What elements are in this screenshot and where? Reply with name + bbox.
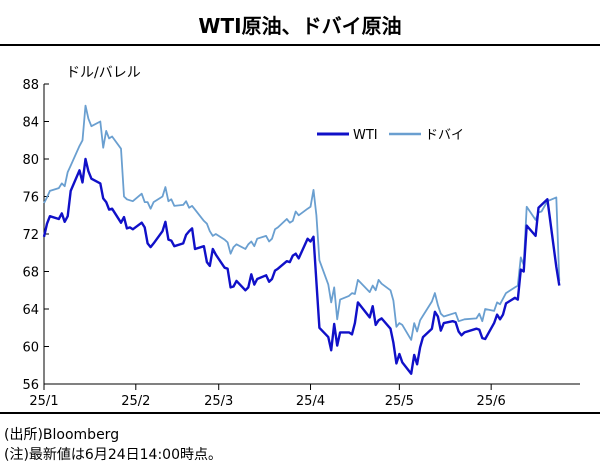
y-tick-label: 56 bbox=[22, 378, 39, 393]
y-tick-label: 64 bbox=[22, 303, 39, 318]
y-tick-label: 80 bbox=[22, 153, 39, 168]
x-tick-label: 25/1 bbox=[29, 394, 58, 409]
wti-line bbox=[42, 157, 561, 375]
chart-axes: 56 60 64 68 72 76 80 84 88 25/1 25/2 25/3 25/4 25/5 25… bbox=[22, 78, 580, 409]
footer-rule bbox=[0, 412, 600, 414]
chart-title: WTI原油、ドバイ原油 bbox=[198, 14, 402, 38]
title-rule bbox=[0, 44, 600, 46]
source-note: (出所)Bloomberg bbox=[4, 427, 120, 443]
x-tick-label: 25/4 bbox=[296, 394, 325, 409]
y-tick-label: 72 bbox=[22, 228, 39, 243]
y-tick-label: 68 bbox=[22, 266, 39, 281]
x-tick-label: 25/6 bbox=[477, 394, 506, 409]
y-tick-label: 76 bbox=[22, 191, 39, 206]
dubai-line bbox=[43, 104, 561, 341]
y-axis-label: ドル/バレル bbox=[66, 65, 141, 81]
footnote: (注)最新値は6月24日14:00時点。 bbox=[4, 447, 222, 463]
chart-legend: WTI ドバイ bbox=[317, 128, 464, 143]
y-tick-label: 60 bbox=[22, 341, 39, 356]
x-tick-label: 25/2 bbox=[121, 394, 150, 409]
y-tick-label: 84 bbox=[22, 116, 39, 131]
legend-wti-label: WTI bbox=[353, 128, 378, 143]
chart-lines bbox=[42, 104, 561, 375]
legend-dubai-label: ドバイ bbox=[425, 128, 464, 143]
x-tick-label: 25/3 bbox=[204, 394, 233, 409]
x-tick-label: 25/5 bbox=[385, 394, 414, 409]
y-tick-label: 88 bbox=[22, 78, 39, 93]
